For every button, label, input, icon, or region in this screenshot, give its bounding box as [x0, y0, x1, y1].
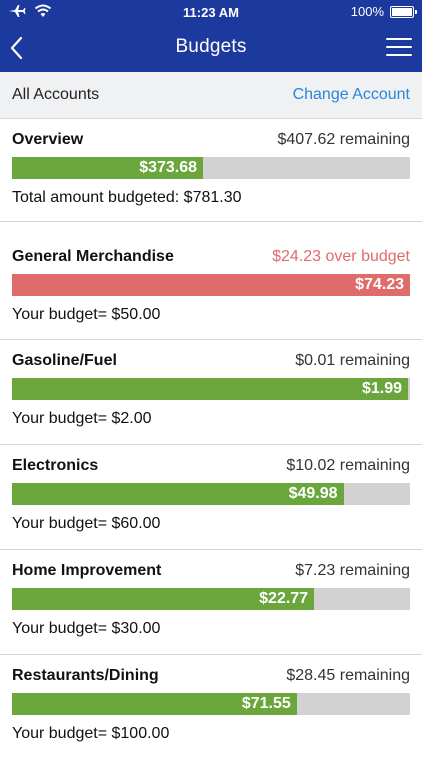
battery-percent: 100% [350, 4, 384, 19]
category-row-general-merchandise[interactable]: General Merchandise $24.23 over budget $… [0, 222, 422, 340]
overview-progress-bar: $373.68 [12, 157, 410, 179]
category-budget: Your budget= $100.00 [12, 725, 170, 742]
category-status: $0.01 remaining [295, 352, 410, 369]
category-name: Electronics [12, 457, 99, 474]
category-row-restaurants-dining[interactable]: Restaurants/Dining $28.45 remaining $71.… [0, 655, 422, 759]
category-status: $10.02 remaining [286, 457, 410, 474]
overview-row[interactable]: Overview $407.62 remaining $373.68 Total… [0, 119, 422, 222]
category-status: $7.23 remaining [295, 562, 410, 579]
category-progress-fill: $71.55 [12, 693, 297, 715]
wifi-icon [34, 4, 52, 21]
category-progress-bar: $49.98 [12, 483, 410, 505]
category-budget: Your budget= $50.00 [12, 306, 161, 323]
category-progress-bar: $1.99 [12, 378, 410, 400]
top-bar: 11:23 AM 100% Budgets [0, 0, 422, 72]
status-left [8, 4, 52, 21]
category-progress-bar: $22.77 [12, 588, 410, 610]
category-spent: $1.99 [361, 380, 402, 397]
category-spent: $22.77 [259, 590, 309, 607]
overview-title: Overview [12, 131, 84, 148]
category-progress-fill: $49.98 [12, 483, 344, 505]
hamburger-menu-icon[interactable] [386, 38, 412, 60]
category-progress-bar: $71.55 [12, 693, 410, 715]
chevron-left-icon[interactable] [6, 34, 30, 62]
category-status: $28.45 remaining [286, 667, 410, 684]
category-spent: $74.23 [355, 276, 404, 293]
change-account-link[interactable]: Change Account [292, 86, 410, 103]
category-status: $24.23 over budget [272, 248, 410, 265]
category-progress-fill: $22.77 [12, 588, 315, 610]
category-budget: Your budget= $2.00 [12, 410, 152, 427]
status-time: 11:23 AM [183, 5, 239, 20]
page-title: Budgets [175, 36, 247, 57]
category-budget: Your budget= $60.00 [12, 515, 161, 532]
airplane-icon [8, 4, 26, 21]
category-progress-bar: $74.23 [12, 274, 410, 296]
category-name: Home Improvement [12, 562, 162, 579]
category-name: General Merchandise [12, 248, 174, 265]
account-label: All Accounts [12, 86, 100, 103]
category-row-home-improvement[interactable]: Home Improvement $7.23 remaining $22.77 … [0, 550, 422, 655]
category-progress-fill: $1.99 [12, 378, 408, 400]
category-progress-fill: $74.23 [12, 274, 410, 296]
budget-list: Overview $407.62 remaining $373.68 Total… [0, 119, 422, 759]
overview-progress-fill: $373.68 [12, 157, 204, 179]
account-bar: All Accounts Change Account [0, 72, 422, 119]
category-row-gasoline-fuel[interactable]: Gasoline/Fuel $0.01 remaining $1.99 Your… [0, 340, 422, 445]
category-budget: Your budget= $30.00 [12, 620, 161, 637]
overview-total-budgeted: Total amount budgeted: $781.30 [12, 189, 242, 206]
category-row-electronics[interactable]: Electronics $10.02 remaining $49.98 Your… [0, 445, 422, 550]
category-spent: $71.55 [241, 695, 291, 712]
status-right: 100% [350, 4, 417, 19]
nav-bar: Budgets [0, 24, 422, 72]
category-name: Gasoline/Fuel [12, 352, 117, 369]
category-name: Restaurants/Dining [12, 667, 159, 684]
overview-spent: $373.68 [139, 159, 198, 176]
category-spent: $49.98 [288, 485, 338, 502]
battery-icon [390, 5, 417, 18]
overview-status: $407.62 remaining [277, 131, 410, 148]
status-bar: 11:23 AM 100% [0, 0, 422, 24]
